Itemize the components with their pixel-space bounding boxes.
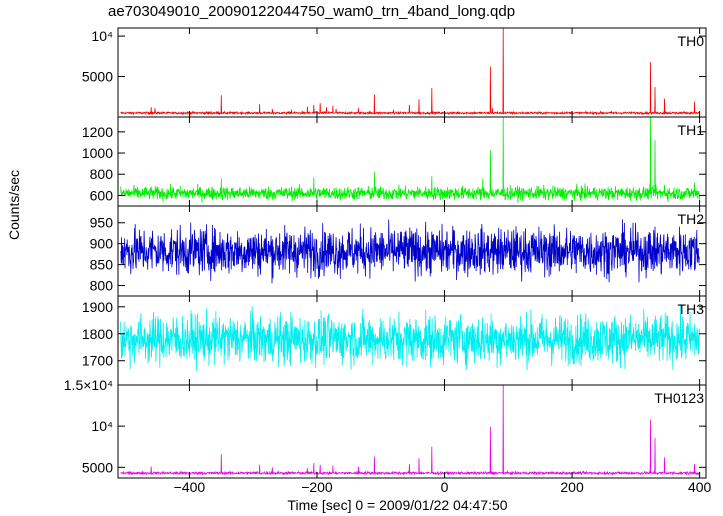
- y-tick-label-th3: 1800: [82, 326, 113, 342]
- y-tick-label-th3: 1700: [82, 353, 113, 369]
- panel-label-th1: TH1: [678, 122, 705, 138]
- y-tick-label-th3: 1900: [82, 299, 113, 315]
- y-tick-label-th0123: 10⁴: [91, 418, 113, 434]
- y-tick-label-th2: 850: [90, 257, 114, 273]
- y-tick-label-th1: 800: [90, 166, 114, 182]
- y-tick-label-th0: 10⁴: [91, 28, 113, 44]
- panel-frame-th0123: [117, 384, 707, 479]
- chart-title: ae703049010_20090122044750_wam0_trn_4ban…: [108, 3, 516, 20]
- y-tick-label-th1: 1200: [82, 124, 113, 140]
- y-tick-label-th0123: 5000: [82, 459, 113, 475]
- y-tick-label-th2: 900: [90, 236, 114, 252]
- y-tick-label-th2: 800: [90, 278, 114, 294]
- x-tick-label: 400: [688, 479, 712, 495]
- panel-label-th3: TH3: [678, 301, 705, 317]
- series-line-th1: [120, 116, 700, 204]
- series-line-th0123: [120, 384, 700, 476]
- x-tick-label: 200: [560, 479, 584, 495]
- series-line-th0: [120, 27, 700, 116]
- series-line-th2: [120, 219, 700, 284]
- y-tick-label-th1: 1000: [82, 145, 113, 161]
- y-tick-label-th1: 600: [90, 187, 114, 203]
- y-tick-label-th0123: 1.5×10⁴: [64, 377, 113, 393]
- x-tick-label: 0: [441, 479, 449, 495]
- y-tick-label-th0: 5000: [82, 69, 113, 85]
- y-tick-label-th2: 950: [90, 215, 114, 231]
- x-tick-label: −200: [301, 479, 333, 495]
- series-line-th3: [120, 304, 700, 372]
- panel-label-th2: TH2: [678, 211, 705, 227]
- x-axis-label-wrap: Time [sec] 0 = 2009/01/22 04:47:50: [0, 497, 723, 513]
- panel-label-th0: TH0: [678, 33, 705, 49]
- panel-frame-th0: [117, 27, 707, 118]
- x-axis-label: Time [sec] 0 = 2009/01/22 04:47:50: [287, 497, 508, 513]
- panel-label-th0123: TH0123: [654, 390, 704, 406]
- x-tick-label: −400: [174, 479, 206, 495]
